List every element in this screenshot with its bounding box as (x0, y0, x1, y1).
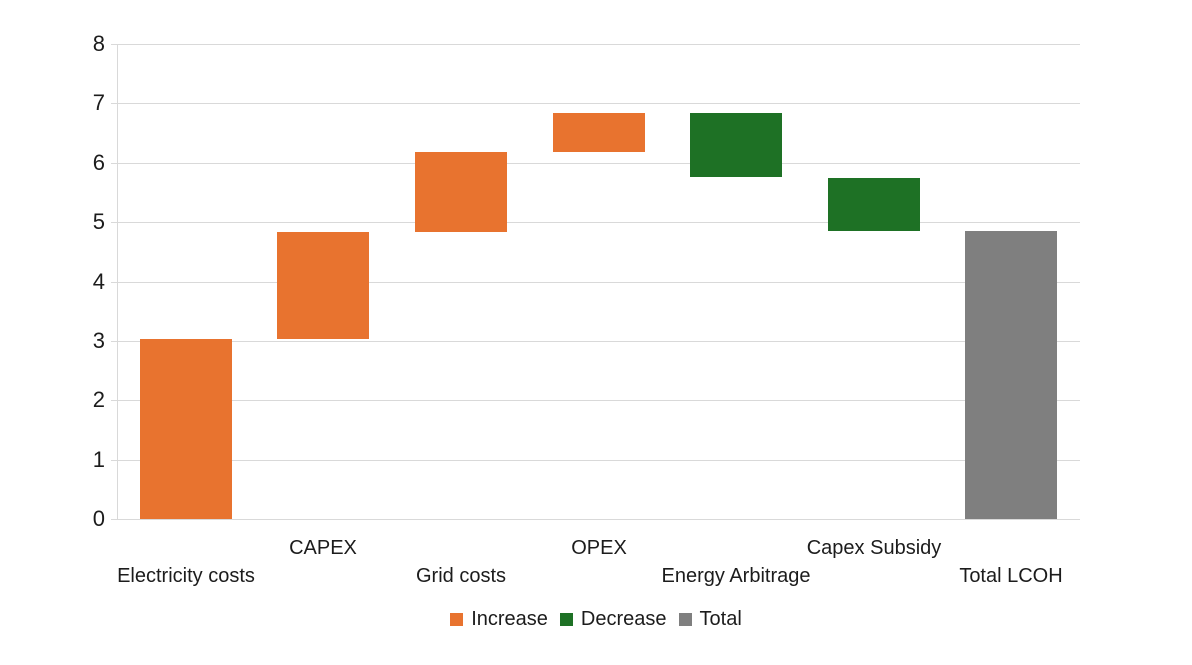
y-tick-label: 8 (92, 31, 105, 56)
x-category-label: Total LCOH (959, 565, 1063, 587)
legend-item-total: Total (678, 606, 742, 632)
waterfall-bar-opex (553, 113, 645, 152)
gridline (111, 163, 1080, 164)
legend-label: Total (699, 608, 742, 630)
waterfall-bar-total-lcoh (965, 231, 1057, 519)
legend-item-decrease: Decrease (559, 606, 667, 632)
legend-swatch-icon (678, 612, 692, 626)
waterfall-bar-electricity-costs (140, 339, 232, 519)
gridline (111, 103, 1080, 104)
gridline (111, 460, 1080, 461)
y-tick-label: 2 (92, 387, 105, 412)
y-tick-label: 3 (92, 328, 105, 353)
x-category-label: Grid costs (415, 565, 507, 587)
y-axis-line (117, 44, 118, 519)
y-tick-label: 7 (92, 90, 105, 115)
gridline (111, 44, 1080, 45)
waterfall-bar-capex (277, 232, 369, 339)
gridline (111, 341, 1080, 342)
gridline (111, 519, 1080, 520)
legend-swatch-icon (450, 612, 464, 626)
legend-label: Decrease (580, 608, 667, 630)
gridline (111, 282, 1080, 283)
waterfall-bar-capex-subsidy (828, 178, 920, 231)
y-tick-label: 1 (92, 447, 105, 472)
x-category-label: OPEX (571, 537, 627, 559)
legend-swatch-icon (559, 612, 573, 626)
y-tick-label: 5 (92, 209, 105, 234)
y-tick-label: 6 (92, 150, 105, 175)
gridline (111, 400, 1080, 401)
gridline (111, 222, 1080, 223)
x-category-label: Electricity costs (117, 565, 255, 587)
x-category-label: Energy Arbitrage (661, 565, 811, 587)
legend-item-increase: Increase (450, 606, 548, 632)
waterfall-bar-energy-arbitrage (690, 113, 782, 177)
y-tick-label: 0 (92, 506, 105, 531)
chart-legend: Increase Decrease Total (0, 606, 1192, 632)
x-category-label: Capex Subsidy (806, 537, 942, 559)
legend-label: Increase (471, 608, 548, 630)
x-category-label: CAPEX (289, 537, 357, 559)
waterfall-bar-grid-costs (415, 152, 507, 232)
y-tick-label: 4 (92, 269, 105, 294)
